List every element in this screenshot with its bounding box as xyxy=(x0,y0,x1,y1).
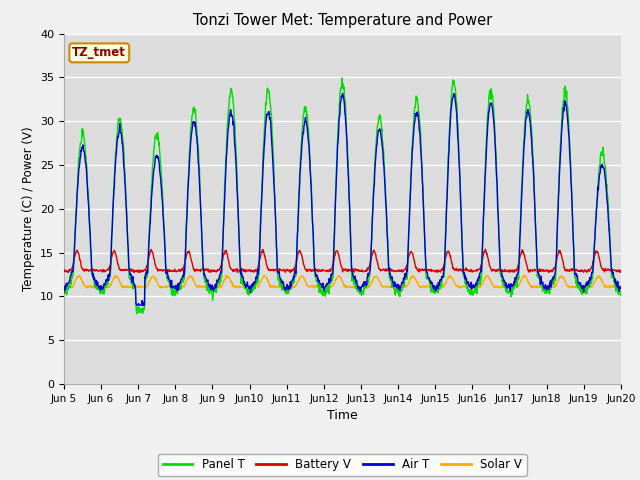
Battery V xyxy=(171,266,179,272)
Panel T xyxy=(171,288,179,294)
Air T xyxy=(502,281,510,287)
Panel T xyxy=(429,290,437,296)
Battery V xyxy=(481,246,489,252)
Battery V xyxy=(429,268,437,274)
Panel T xyxy=(339,75,346,81)
Air T xyxy=(171,284,179,290)
Panel T xyxy=(133,311,141,317)
Battery V xyxy=(502,269,510,275)
Panel T xyxy=(246,289,254,295)
Air T xyxy=(246,290,254,296)
Solar V xyxy=(246,284,254,289)
Battery V xyxy=(552,263,559,269)
Line: Panel T: Panel T xyxy=(64,78,621,314)
Battery V xyxy=(617,268,625,274)
Panel T xyxy=(184,177,192,182)
Air T xyxy=(184,182,192,188)
Solar V xyxy=(429,286,436,291)
Solar V xyxy=(483,273,491,278)
Solar V xyxy=(429,284,437,290)
Air T xyxy=(339,90,346,96)
Battery V xyxy=(60,267,68,273)
Solar V xyxy=(60,284,68,289)
Y-axis label: Temperature (C) / Power (V): Temperature (C) / Power (V) xyxy=(22,127,35,291)
Solar V xyxy=(502,284,510,289)
X-axis label: Time: Time xyxy=(327,409,358,422)
Panel T xyxy=(502,289,510,295)
Battery V xyxy=(184,249,192,254)
Solar V xyxy=(617,283,625,289)
Title: Tonzi Tower Met: Temperature and Power: Tonzi Tower Met: Temperature and Power xyxy=(193,13,492,28)
Solar V xyxy=(184,276,191,282)
Text: TZ_tmet: TZ_tmet xyxy=(72,47,126,60)
Air T xyxy=(133,302,141,308)
Solar V xyxy=(552,282,559,288)
Panel T xyxy=(617,291,625,297)
Panel T xyxy=(552,277,559,283)
Panel T xyxy=(60,285,68,290)
Line: Air T: Air T xyxy=(64,93,621,305)
Solar V xyxy=(170,284,178,289)
Line: Battery V: Battery V xyxy=(64,249,621,273)
Air T xyxy=(552,268,559,274)
Air T xyxy=(429,286,437,291)
Line: Solar V: Solar V xyxy=(64,276,621,288)
Battery V xyxy=(135,270,143,276)
Air T xyxy=(617,286,625,291)
Air T xyxy=(60,289,68,295)
Battery V xyxy=(246,267,254,273)
Legend: Panel T, Battery V, Air T, Solar V: Panel T, Battery V, Air T, Solar V xyxy=(158,454,527,476)
